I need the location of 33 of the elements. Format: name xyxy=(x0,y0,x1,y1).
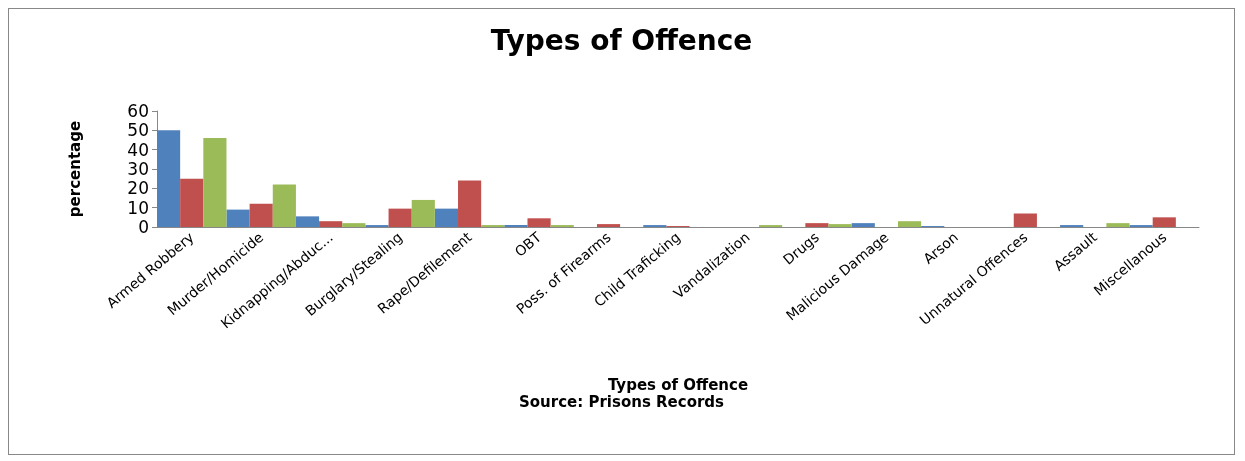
bar xyxy=(157,130,181,227)
bar xyxy=(458,180,482,227)
bar xyxy=(434,208,459,227)
bar xyxy=(272,184,296,227)
bar xyxy=(828,224,852,227)
y-tick-label: 50 xyxy=(127,120,149,141)
bar xyxy=(897,221,922,227)
y-tick-label: 0 xyxy=(138,217,149,237)
bar xyxy=(527,218,551,227)
bar xyxy=(180,178,204,227)
bar xyxy=(388,208,412,227)
bar xyxy=(1106,223,1130,227)
y-tick-label: 10 xyxy=(127,197,149,218)
bar xyxy=(203,138,227,227)
x-axis-title: Types of Offence xyxy=(607,375,749,394)
bar xyxy=(249,203,273,227)
bar xyxy=(342,223,366,227)
bar xyxy=(596,224,621,227)
y-axis-title: percentage xyxy=(65,120,84,218)
chart-title: Types of Offence xyxy=(490,23,753,57)
bar xyxy=(319,221,343,227)
bar xyxy=(226,209,250,227)
bar xyxy=(851,223,875,227)
bar xyxy=(1013,213,1037,227)
y-tick-label: 30 xyxy=(127,159,149,179)
bar xyxy=(295,216,320,227)
bar xyxy=(1152,217,1176,227)
y-tick-label: 60 xyxy=(127,101,149,121)
y-tick-label: 20 xyxy=(127,178,149,199)
y-tick-label: 40 xyxy=(127,139,149,160)
source-note: Source: Prisons Records xyxy=(518,392,725,411)
bar xyxy=(411,199,435,227)
bar xyxy=(805,223,829,227)
